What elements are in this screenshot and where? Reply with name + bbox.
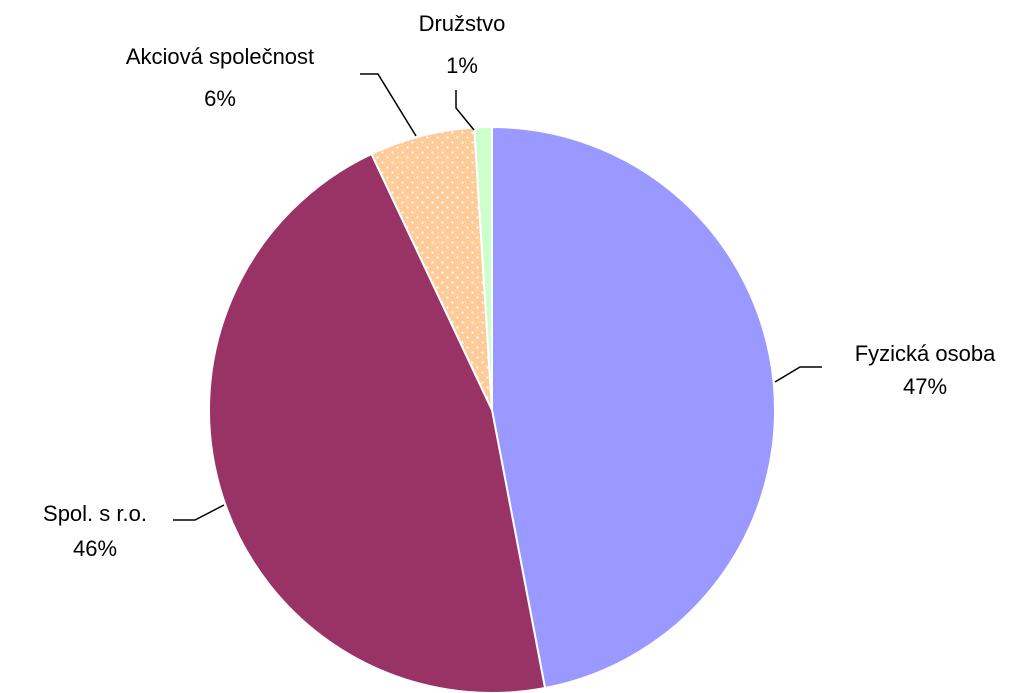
value-label: 46% [73,536,117,561]
slice-label: Fyzická osoba [855,341,996,366]
value-label: 1% [446,53,478,78]
leader-line [455,90,475,131]
leader-line [360,73,417,137]
value-label: 6% [204,86,236,111]
leader-line [173,504,225,521]
leader-line [774,366,822,383]
pie-slice [208,152,547,693]
value-label: 47% [903,374,947,399]
slice-label: Spol. s r.o. [43,501,147,526]
slice-label: Akciová společnost [126,44,314,69]
pie-slice [473,125,493,411]
slice-label: Družstvo [419,11,506,36]
pie-slice [491,125,776,690]
